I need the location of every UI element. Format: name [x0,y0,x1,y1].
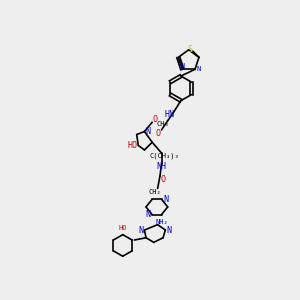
Text: O: O [153,115,158,124]
Text: C(CH₃)₃: C(CH₃)₃ [150,153,179,159]
Text: NH₂: NH₂ [155,219,168,225]
Text: N: N [167,226,172,235]
Text: N: N [138,226,143,235]
Text: N: N [163,195,168,204]
Text: CH₃: CH₃ [157,121,169,127]
Text: O: O [160,175,166,184]
Text: HO: HO [118,226,127,232]
Text: N: N [180,63,185,72]
Text: O: O [155,128,160,137]
Text: N: N [146,210,151,219]
Text: CH₂: CH₂ [148,188,161,194]
Text: HN: HN [164,110,174,119]
Text: S: S [188,45,193,54]
Text: N: N [145,127,150,136]
Text: HO: HO [127,141,137,150]
Text: N: N [197,66,201,72]
Text: NH: NH [157,162,166,171]
